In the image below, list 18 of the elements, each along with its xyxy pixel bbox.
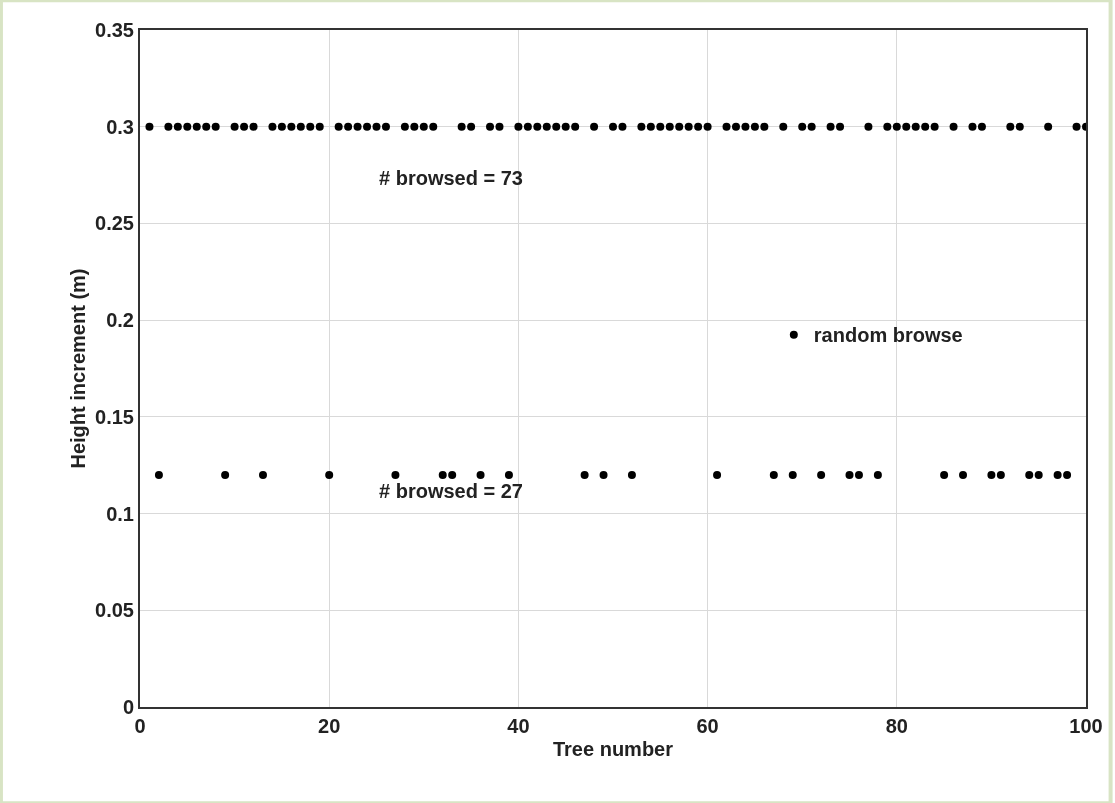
annotation: # browsed = 27	[379, 480, 523, 502]
annotation: # browsed = 73	[379, 167, 523, 189]
y-tick-label: 0.05	[95, 599, 134, 622]
x-tick-label: 100	[1069, 715, 1103, 737]
y-tick-label: 0.3	[106, 115, 134, 138]
x-tick-label: 40	[507, 715, 530, 737]
y-axis-title: Height increment (m)	[67, 268, 90, 469]
y-tick-label: 0.1	[106, 502, 134, 525]
x-tick-label: 20	[318, 715, 341, 737]
x-tick-label: 60	[696, 715, 719, 737]
legend-label: random browse	[813, 324, 963, 347]
y-tick-label: 0.35	[95, 19, 134, 41]
x-tick-label: 80	[885, 715, 908, 737]
y-tick-label: 0.15	[95, 405, 134, 428]
y-tick-label: 0	[122, 696, 134, 718]
x-axis-title: Tree number	[552, 738, 674, 760]
y-tick-label: 0.2	[106, 309, 134, 332]
y-tick-label: 0.25	[95, 212, 134, 235]
